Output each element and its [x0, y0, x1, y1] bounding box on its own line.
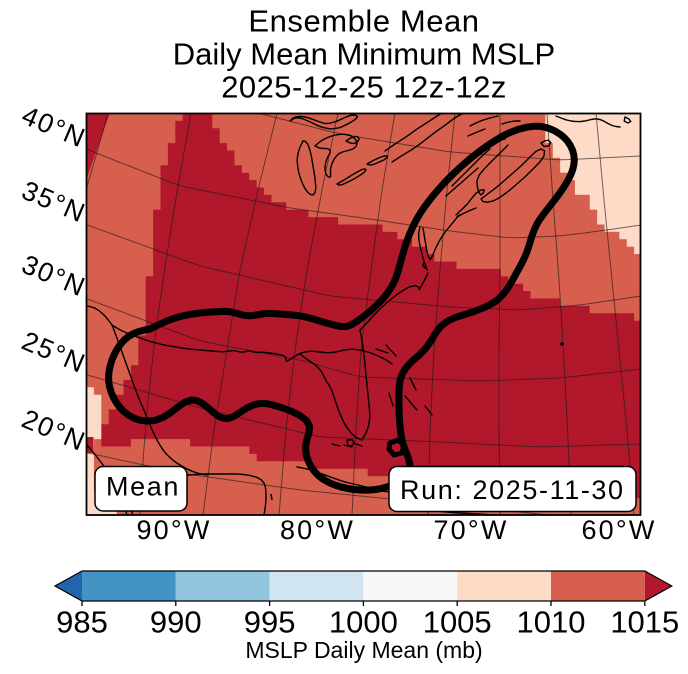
- svg-text:985: 985: [56, 605, 108, 640]
- svg-text:80°W: 80°W: [280, 515, 355, 545]
- svg-text:70°W: 70°W: [433, 515, 508, 545]
- svg-text:MSLP Daily Mean (mb): MSLP Daily Mean (mb): [245, 637, 482, 663]
- svg-text:Daily Mean Minimum MSLP: Daily Mean Minimum MSLP: [173, 37, 555, 72]
- svg-text:Ensemble Mean: Ensemble Mean: [248, 4, 479, 39]
- svg-text:995: 995: [244, 605, 296, 640]
- svg-text:Run: 2025-11-30: Run: 2025-11-30: [400, 475, 625, 505]
- svg-text:990: 990: [150, 605, 202, 640]
- svg-text:1005: 1005: [423, 605, 492, 640]
- svg-text:2025-12-25 12z-12z: 2025-12-25 12z-12z: [221, 70, 507, 105]
- svg-text:1015: 1015: [610, 605, 679, 640]
- svg-text:Mean: Mean: [106, 472, 180, 502]
- svg-text:90°W: 90°W: [136, 515, 211, 545]
- svg-text:1010: 1010: [517, 605, 586, 640]
- svg-text:1000: 1000: [329, 605, 398, 640]
- svg-text:60°W: 60°W: [581, 515, 656, 545]
